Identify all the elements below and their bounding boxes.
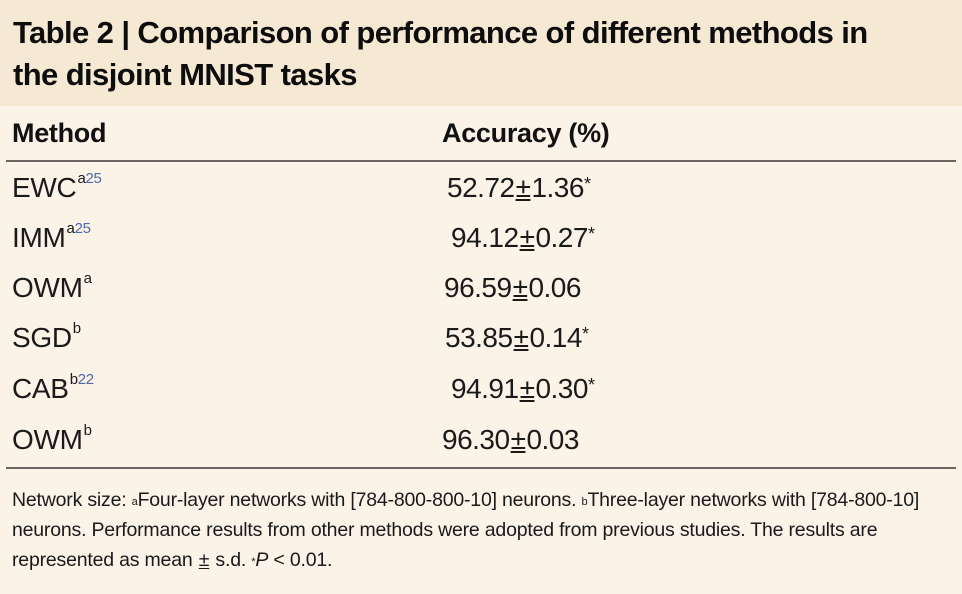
table-row: IMMa25 94.12±0.27* xyxy=(0,220,962,262)
significance-star: * xyxy=(581,324,589,344)
plus-minus-symbol: ± xyxy=(519,373,535,404)
method-name: OWM xyxy=(12,272,83,303)
accuracy-mean: 96.59 xyxy=(444,272,512,303)
footnote-b-text: Three-layer networks with [784-800-10] n… xyxy=(12,489,920,571)
bottom-rule xyxy=(6,467,956,469)
accuracy-sd: 0.30 xyxy=(535,373,588,404)
accuracy-cell: 96.59±0.06 xyxy=(444,272,581,304)
method-name: IMM xyxy=(12,222,66,253)
method-name: CAB xyxy=(12,373,69,404)
footnote-marker-b: b xyxy=(581,496,588,508)
method-cell: OWMb xyxy=(12,422,92,456)
method-note-marker: b xyxy=(72,320,81,337)
accuracy-mean: 96.30 xyxy=(442,424,510,455)
method-cell: OWMa xyxy=(12,270,92,304)
significance-star: * xyxy=(587,224,595,244)
accuracy-cell: 52.72±1.36* xyxy=(447,172,591,204)
accuracy-mean: 94.12 xyxy=(451,222,519,253)
header-rule xyxy=(6,160,956,162)
method-note-marker: b22 xyxy=(69,371,94,388)
method-cell: IMMa25 xyxy=(12,220,91,254)
table-footnote: Network size: aFour-layer networks with … xyxy=(12,489,920,571)
plus-minus-symbol: ± xyxy=(519,222,535,253)
method-cell: SGDb xyxy=(12,320,81,354)
method-name: EWC xyxy=(12,172,77,203)
column-header-accuracy: Accuracy (%) xyxy=(442,118,610,148)
table-row: OWMb 96.30±0.03 xyxy=(0,422,962,464)
reference-link[interactable]: 25 xyxy=(74,220,91,237)
reference-link[interactable]: 22 xyxy=(77,371,94,388)
method-note-marker: a25 xyxy=(77,170,102,187)
method-note-marker: a xyxy=(83,270,92,287)
plus-minus-symbol: ± xyxy=(515,172,531,203)
accuracy-sd: 1.36 xyxy=(531,172,584,203)
method-cell: CABb22 xyxy=(12,371,94,405)
accuracy-sd: 0.06 xyxy=(528,272,581,303)
table-row: EWCa25 52.72±1.36* xyxy=(0,170,962,212)
table-row: OWMa 96.59±0.06 xyxy=(0,270,962,312)
significance-marker: * xyxy=(251,556,256,568)
plus-minus-symbol: ± xyxy=(513,322,529,353)
method-note-marker: a25 xyxy=(66,220,91,237)
table-title-line-1: Table 2 | Comparison of performance of d… xyxy=(13,15,868,50)
plus-minus-symbol: ± xyxy=(510,424,526,455)
significance-star: * xyxy=(587,375,595,395)
table-row: SGDb 53.85±0.14* xyxy=(0,320,962,362)
accuracy-cell: 96.30±0.03 xyxy=(442,424,579,456)
accuracy-mean: 94.91 xyxy=(451,373,519,404)
table-title-line-2: the disjoint MNIST tasks xyxy=(13,57,357,92)
accuracy-cell: 53.85±0.14* xyxy=(445,322,589,354)
plus-minus-symbol: ± xyxy=(198,549,210,571)
accuracy-mean: 52.72 xyxy=(447,172,515,203)
method-cell: EWCa25 xyxy=(12,170,102,204)
column-header-method: Method xyxy=(12,118,107,148)
accuracy-mean: 53.85 xyxy=(445,322,513,353)
significance-star: * xyxy=(583,174,591,194)
method-name: OWM xyxy=(12,424,83,455)
footnote-marker-a: a xyxy=(131,496,138,508)
plus-minus-symbol: ± xyxy=(512,272,528,303)
accuracy-cell: 94.12±0.27* xyxy=(451,222,595,254)
accuracy-sd: 0.03 xyxy=(526,424,579,455)
table-row: CABb22 94.91±0.30* xyxy=(0,371,962,413)
table-title-band: Table 2 | Comparison of performance of d… xyxy=(0,0,962,106)
method-note-marker: b xyxy=(83,422,92,439)
reference-link[interactable]: 25 xyxy=(85,170,102,187)
method-name: SGD xyxy=(12,322,72,353)
accuracy-sd: 0.14 xyxy=(529,322,582,353)
accuracy-cell: 94.91±0.30* xyxy=(451,373,595,405)
table-title: Table 2 | Comparison of performance of d… xyxy=(13,12,953,96)
footnote-a-text: Four-layer networks with [784-800-800-10… xyxy=(137,489,582,511)
accuracy-sd: 0.27 xyxy=(535,222,588,253)
